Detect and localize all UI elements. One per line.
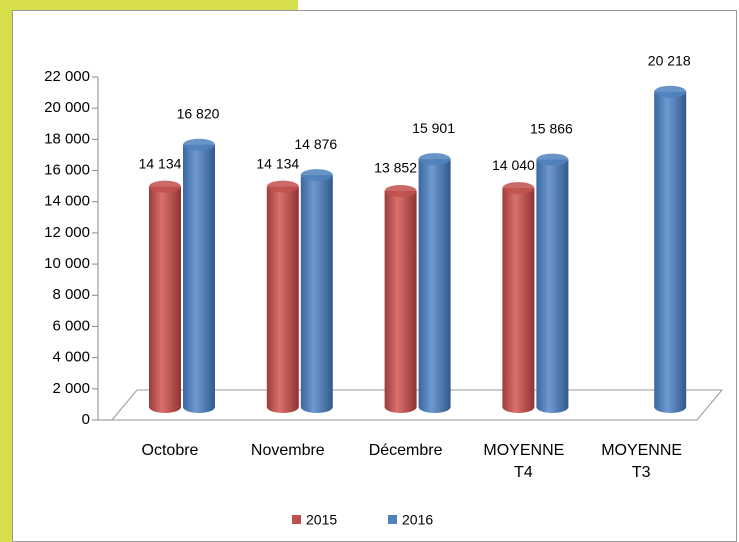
- bar-top: [149, 180, 181, 193]
- x-tick-label: Novembre: [250, 442, 325, 459]
- y-tick-label: 4 000: [52, 349, 90, 366]
- bar-body: [300, 175, 333, 413]
- bar-top: [536, 153, 569, 166]
- value-label: 15 866: [530, 120, 573, 136]
- legend-label: 2016: [402, 512, 433, 528]
- value-label: 14 134: [256, 155, 299, 171]
- bar-body: [183, 144, 215, 413]
- bar-top: [502, 182, 535, 195]
- y-tick-label: 16 000: [44, 162, 90, 179]
- bar-body: [384, 191, 417, 413]
- y-tick-label: 8 000: [52, 286, 90, 303]
- legend-swatch: [292, 515, 301, 524]
- value-label: 13 852: [374, 160, 417, 176]
- bar-top: [384, 185, 417, 198]
- y-tick-label: 10 000: [44, 255, 90, 272]
- x-tick-label: Octobre: [141, 442, 199, 459]
- bar: [502, 182, 535, 413]
- bar-body: [654, 91, 687, 414]
- bar-top: [418, 153, 451, 166]
- y-tick-label: 6 000: [52, 317, 90, 334]
- y-tick-label: 0: [82, 411, 90, 428]
- value-label: 16 820: [177, 105, 220, 121]
- bar: [536, 153, 569, 413]
- bar-body: [418, 159, 451, 413]
- bar-top: [266, 180, 299, 193]
- bar: [300, 169, 333, 413]
- bar-body: [536, 159, 569, 413]
- value-label: 20 218: [648, 52, 691, 68]
- value-label: 15 901: [412, 120, 455, 136]
- accent-bar: [0, 0, 12, 542]
- value-label: 14 134: [139, 155, 182, 171]
- legend-swatch: [388, 515, 397, 524]
- bar-top: [183, 138, 215, 151]
- floor: [110, 389, 724, 421]
- y-tick-label: 22 000: [44, 68, 90, 85]
- bar: [149, 180, 181, 413]
- bar-body: [266, 186, 299, 413]
- x-tick-label: MOYENNE T3: [601, 442, 683, 481]
- bar-body: [149, 186, 181, 413]
- x-tick-label: MOYENNE T4: [483, 442, 565, 481]
- bar: [266, 180, 299, 413]
- bar-top: [300, 169, 333, 182]
- y-tick-label: 14 000: [44, 193, 90, 210]
- legend-label: 2015: [306, 512, 337, 528]
- bar: [384, 185, 417, 413]
- y-tick-label: 20 000: [44, 99, 90, 116]
- bar-body: [502, 188, 535, 413]
- value-label: 14 876: [294, 136, 337, 152]
- bar: [654, 85, 687, 414]
- y-tick-label: 12 000: [44, 224, 90, 241]
- y-tick-label: 2 000: [52, 380, 90, 397]
- x-tick-label: Décembre: [368, 442, 443, 459]
- bar-top: [654, 85, 687, 98]
- y-tick-label: 18 000: [44, 130, 90, 147]
- accent-bar: [0, 0, 298, 10]
- bar: [418, 153, 451, 413]
- value-label: 14 040: [492, 157, 535, 173]
- bar: [183, 138, 215, 413]
